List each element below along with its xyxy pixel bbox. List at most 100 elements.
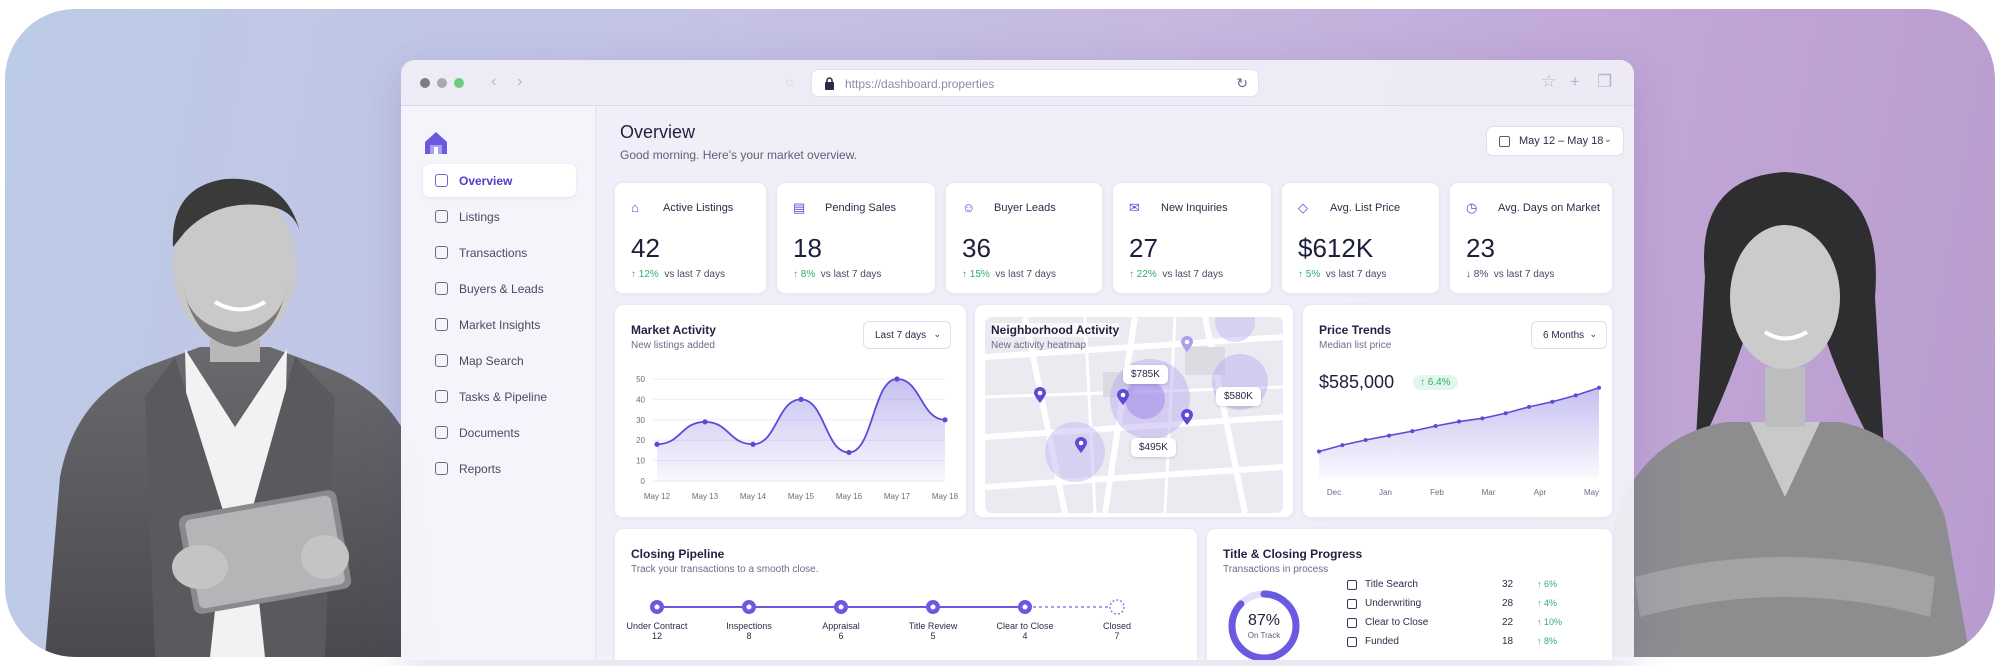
map-icon — [435, 354, 448, 367]
pipeline-stage: Appraisal 6 — [801, 621, 881, 641]
sidebar: Overview Listings Transactions Buyers & … — [401, 106, 596, 660]
stat-delta: ↑ 5% vs last 7 days — [1298, 269, 1386, 280]
x-tick-label: May 13 — [692, 492, 719, 501]
new-tab-plus-icon[interactable]: + — [1570, 72, 1580, 91]
data-point — [894, 376, 900, 382]
sidebar-item-overview[interactable]: Overview — [423, 164, 576, 197]
date-range-picker[interactable]: May 12 – May 18 ⌄ — [1486, 126, 1624, 156]
x-tick-label: May 14 — [740, 492, 767, 501]
stat-card-pending-sales[interactable]: ▤ Pending Sales 18 ↑ 8% vs last 7 days — [776, 182, 936, 294]
y-tick-label: 30 — [636, 416, 645, 425]
tabs-overview-icon[interactable]: ❐ — [1597, 72, 1613, 91]
sidebar-item-documents[interactable]: Documents — [423, 416, 576, 449]
x-tick-label: May 18 — [932, 492, 959, 501]
price-tag[interactable]: $495K — [1131, 438, 1176, 457]
row-delta: ↑ 10% — [1537, 617, 1563, 627]
price-tag[interactable]: $785K — [1123, 365, 1168, 384]
range-dropdown[interactable]: 6 Months ⌄ — [1531, 321, 1607, 349]
delta-period: vs last 7 days — [1325, 269, 1387, 280]
title-progress-row[interactable]: Underwriting 28 ↑ 4% — [1347, 598, 1577, 612]
sidebar-item-label: Transactions — [459, 245, 528, 260]
card-title: Market Activity — [631, 323, 716, 337]
house-logo-icon[interactable] — [421, 128, 451, 158]
sidebar-item-market-insights[interactable]: Market Insights — [423, 308, 576, 341]
delta-percent: ↑ 22% — [1129, 269, 1157, 280]
x-tick-label: May — [1584, 488, 1599, 497]
stat-value: 18 — [793, 233, 822, 263]
data-point — [702, 419, 708, 425]
card-subtitle: New listings added — [631, 340, 715, 351]
sidebar-item-label: Map Search — [459, 353, 524, 368]
progress-status: On Track — [1247, 631, 1281, 640]
title-progress-row[interactable]: Funded 18 ↑ 8% — [1347, 636, 1577, 650]
row-count: 32 — [1502, 579, 1514, 590]
sidebar-item-listings[interactable]: Listings — [423, 200, 576, 233]
stat-card-avg-days-on-market[interactable]: ◷ Avg. Days on Market 23 ↓ 8% vs last 7 d… — [1449, 182, 1613, 294]
stage-label: Title Review — [908, 621, 958, 631]
title-progress-row[interactable]: Clear to Close 22 ↑ 10% — [1347, 617, 1577, 631]
sidebar-item-label: Buyers & Leads — [459, 281, 544, 296]
market-activity-card: Market Activity New listings added Last … — [614, 304, 967, 518]
report-icon — [435, 462, 448, 475]
price-tag[interactable]: $580K — [1216, 387, 1261, 406]
map-pin-icon[interactable] — [1075, 437, 1087, 453]
calendar-icon — [1499, 135, 1510, 147]
map-pin-icon[interactable] — [1117, 389, 1129, 405]
sidebar-item-transactions[interactable]: Transactions — [423, 236, 576, 269]
card-title: Price Trends — [1319, 323, 1392, 337]
map-pin-icon[interactable] — [1181, 336, 1193, 352]
x-tick-label: May 15 — [788, 492, 815, 501]
map-pin-icon[interactable] — [1181, 409, 1193, 425]
minimize-window-dot[interactable] — [437, 78, 447, 88]
stat-card-new-inquiries[interactable]: ✉ New Inquiries 27 ↑ 22% vs last 7 days — [1112, 182, 1272, 294]
delta-percent: ↓ 8% — [1466, 269, 1489, 280]
stat-label: Avg. Days on Market — [1498, 202, 1600, 214]
stat-card-avg-list-price[interactable]: ◇ Avg. List Price $612K ↑ 5% vs last 7 da… — [1281, 182, 1440, 294]
title-progress-row[interactable]: Title Search 32 ↑ 6% — [1347, 579, 1577, 593]
data-point — [1363, 438, 1368, 443]
chevron-down-icon: ⌄ — [933, 329, 941, 339]
stat-label: Active Listings — [663, 202, 734, 214]
maximize-window-dot[interactable] — [454, 78, 464, 88]
stat-delta: ↓ 8% vs last 7 days — [1466, 269, 1554, 280]
list-icon — [435, 390, 448, 403]
stage-count: 6 — [838, 631, 844, 641]
back-arrow-icon[interactable]: ‹ — [491, 73, 497, 90]
sidebar-item-buyers-leads[interactable]: Buyers & Leads — [423, 272, 576, 305]
address-bar[interactable]: https://dashboard.properties ↻ — [811, 69, 1259, 97]
sidebar-item-tasks-pipeline[interactable]: Tasks & Pipeline — [423, 380, 576, 413]
stat-card-active-listings[interactable]: ⌂ Active Listings 42 ↑ 12% vs last 7 days — [614, 182, 767, 294]
data-point — [1527, 404, 1531, 409]
stat-card-buyer-leads[interactable]: ☺ Buyer Leads 36 ↑ 15% vs last 7 days — [945, 182, 1103, 294]
map-pin-icon[interactable] — [1034, 387, 1046, 403]
row-label: Funded — [1365, 636, 1399, 647]
card-title: Closing Pipeline — [631, 547, 725, 561]
stage-dot[interactable] — [1109, 599, 1125, 615]
row-label: Underwriting — [1365, 598, 1422, 609]
row-label: Clear to Close — [1365, 617, 1429, 628]
card-title: Neighborhood Activity — [991, 323, 1120, 337]
x-tick-label: May 16 — [836, 492, 863, 501]
close-window-dot[interactable] — [420, 78, 430, 88]
x-tick-label: Mar — [1482, 488, 1496, 497]
data-point — [1340, 443, 1345, 448]
reload-icon[interactable]: ↻ — [1236, 75, 1248, 91]
document-icon — [435, 426, 448, 439]
stat-label: New Inquiries — [1161, 202, 1228, 214]
stage-count: 12 — [651, 631, 662, 641]
row-count: 18 — [1502, 636, 1514, 647]
stage-label: Under Contract — [626, 621, 688, 631]
forward-arrow-icon[interactable]: › — [517, 73, 523, 90]
sidebar-item-map-search[interactable]: Map Search — [423, 344, 576, 377]
heatmap-map[interactable]: $785K $580K $495K — [985, 317, 1283, 513]
delta-period: vs last 7 days — [1493, 269, 1555, 280]
listings-icon — [435, 210, 448, 223]
range-label: Last 7 days — [875, 329, 927, 341]
stat-label: Avg. List Price — [1330, 202, 1401, 214]
sidebar-item-reports[interactable]: Reports — [423, 452, 576, 485]
bookmark-star-icon[interactable]: ☆ — [1541, 72, 1557, 91]
range-dropdown[interactable]: Last 7 days ⌄ — [863, 321, 951, 349]
stat-value: 42 — [631, 233, 660, 263]
shield-icon: ◌ — [786, 75, 794, 89]
browser-window: ‹ › ◌ https://dashboard.properties ↻ ☆ +… — [401, 60, 1634, 660]
